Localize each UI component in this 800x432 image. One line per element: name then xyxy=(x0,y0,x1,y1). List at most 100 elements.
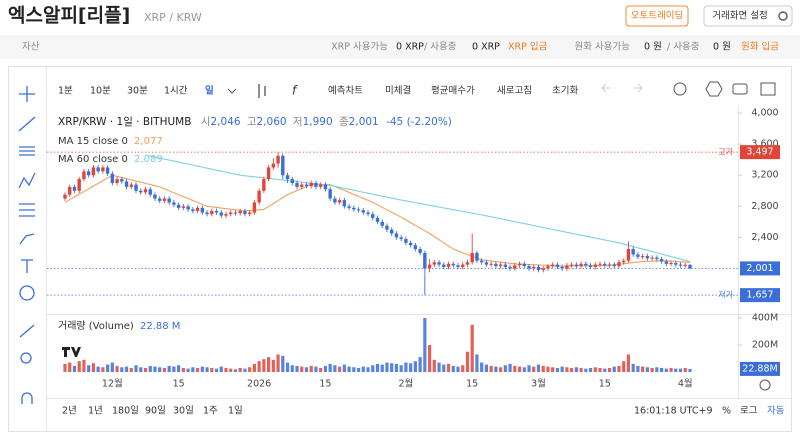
range-button[interactable]: 1주 xyxy=(203,406,218,417)
action-button[interactable]: 초기화 xyxy=(552,86,578,97)
trend-tool[interactable] xyxy=(18,116,36,132)
camera-icon[interactable] xyxy=(732,83,748,95)
candle-body xyxy=(371,214,375,218)
candle-body xyxy=(669,263,673,265)
crosshair-tool[interactable] xyxy=(19,86,35,102)
candle-body xyxy=(162,198,167,201)
info-label: / 사용중 xyxy=(424,42,457,53)
info-value: 0 XRP xyxy=(396,42,424,53)
candle-body xyxy=(527,266,531,269)
drawing-tools xyxy=(18,86,36,404)
percent-toggle[interactable]: % xyxy=(722,406,731,417)
candle-body xyxy=(68,186,72,195)
auto-trading-button[interactable] xyxy=(625,5,689,27)
action-button[interactable]: 새로고침 xyxy=(497,86,532,97)
volume-bar xyxy=(309,365,313,372)
interval-button[interactable]: 10분 xyxy=(90,86,111,97)
text-tool[interactable] xyxy=(21,259,33,273)
interval-button[interactable]: 1시간 xyxy=(164,86,188,97)
toolbar: 1분 10분 30분 1시간 일 f 예측차트 미체결 평균매수가 새로고침 초… xyxy=(58,81,776,98)
candle-body xyxy=(77,179,81,191)
dropdown-icon[interactable] xyxy=(227,88,237,94)
action-button[interactable]: 평균매수가 xyxy=(431,86,475,97)
info-value: 0 XRP xyxy=(472,42,500,53)
y-tick-label: 3,200 xyxy=(751,170,778,181)
volume-bar xyxy=(366,367,370,372)
magnet-tool[interactable] xyxy=(21,392,33,404)
interval-button[interactable]: 30분 xyxy=(127,86,148,97)
volume-bar xyxy=(319,367,323,372)
auto-trading-label[interactable]: 오토트레이딩 xyxy=(631,11,683,22)
zoom-tool[interactable] xyxy=(20,352,32,364)
volume-bar xyxy=(565,367,569,372)
search-icon[interactable] xyxy=(673,82,687,96)
deposit-link[interactable]: XRP 입금 xyxy=(508,41,548,53)
range-button[interactable]: 180일 xyxy=(112,406,139,417)
brush-tool[interactable] xyxy=(19,233,35,245)
candle-body xyxy=(233,212,238,214)
settings-label[interactable]: 거래화면 설정 xyxy=(712,11,767,22)
ruler-tool[interactable] xyxy=(19,324,35,338)
candle-body xyxy=(134,184,138,191)
redo-icon[interactable] xyxy=(634,83,643,93)
candle-body xyxy=(229,212,233,215)
candle-body xyxy=(86,171,91,176)
volume-bar xyxy=(650,367,654,372)
candle-body xyxy=(532,266,536,269)
deposit-link[interactable]: 원화 입금 xyxy=(741,41,779,53)
fib-tool[interactable] xyxy=(19,146,35,156)
interval-button[interactable]: 1분 xyxy=(58,86,73,97)
volume-bar xyxy=(347,366,351,372)
indicator-icon[interactable]: f xyxy=(292,84,298,98)
volume-bar xyxy=(101,367,105,372)
candle-body xyxy=(139,190,143,193)
action-button[interactable]: 미체결 xyxy=(385,86,411,97)
volume-bar xyxy=(200,366,204,372)
axis-settings-icon[interactable] xyxy=(759,379,771,391)
range-button[interactable]: 1년 xyxy=(88,406,103,417)
plot: 2,400 2,800 3,200 3,600 4,000 200M 400M 12월 15 20… xyxy=(47,108,780,390)
channel-tool[interactable] xyxy=(19,203,35,217)
candle-body xyxy=(271,163,276,168)
volume-bar xyxy=(404,362,408,372)
volume-bar xyxy=(68,362,72,372)
candle-body xyxy=(584,263,588,266)
price-marker-label: 3,497 xyxy=(746,147,773,158)
volume-bar xyxy=(475,354,479,372)
volume-last-label: 22.88M xyxy=(742,363,777,374)
candle-body xyxy=(593,264,598,267)
gear-icon[interactable] xyxy=(778,11,788,21)
volume-bar xyxy=(423,318,427,372)
volume-bar xyxy=(82,359,86,372)
fullscreen-icon[interactable] xyxy=(760,82,776,96)
range-button[interactable]: 90일 xyxy=(145,406,166,417)
volume-bar xyxy=(480,362,484,372)
candle-icon[interactable] xyxy=(258,84,266,98)
action-button[interactable]: 예측차트 xyxy=(328,85,363,97)
settings-button[interactable] xyxy=(703,5,793,27)
candle-body xyxy=(461,264,465,267)
range-button[interactable]: 2년 xyxy=(62,406,77,417)
price-marker-text: 저가 xyxy=(718,291,733,300)
volume-bar xyxy=(617,365,621,372)
volume-bar xyxy=(517,366,522,372)
volume-bar xyxy=(612,366,616,372)
auto-toggle[interactable]: 자동 xyxy=(767,406,785,417)
candle-body xyxy=(465,262,470,265)
interval-button-active[interactable]: 일 xyxy=(205,85,214,97)
settings-icon[interactable] xyxy=(705,81,723,97)
candle-body xyxy=(659,259,664,262)
info-value: 0 원 xyxy=(713,42,731,53)
emoji-tool[interactable] xyxy=(19,285,35,301)
candle-body xyxy=(153,194,157,199)
log-toggle[interactable]: 로그 xyxy=(740,406,758,417)
volume-bar xyxy=(290,365,294,372)
price-marker-box xyxy=(740,145,780,160)
pattern-tool[interactable] xyxy=(18,172,36,189)
volume-bar xyxy=(158,367,162,372)
info-label: / 사용중 xyxy=(667,42,700,53)
range-button[interactable]: 30일 xyxy=(173,406,194,417)
candle-body xyxy=(560,266,564,269)
range-button[interactable]: 1일 xyxy=(228,406,243,417)
undo-icon[interactable] xyxy=(601,83,610,93)
